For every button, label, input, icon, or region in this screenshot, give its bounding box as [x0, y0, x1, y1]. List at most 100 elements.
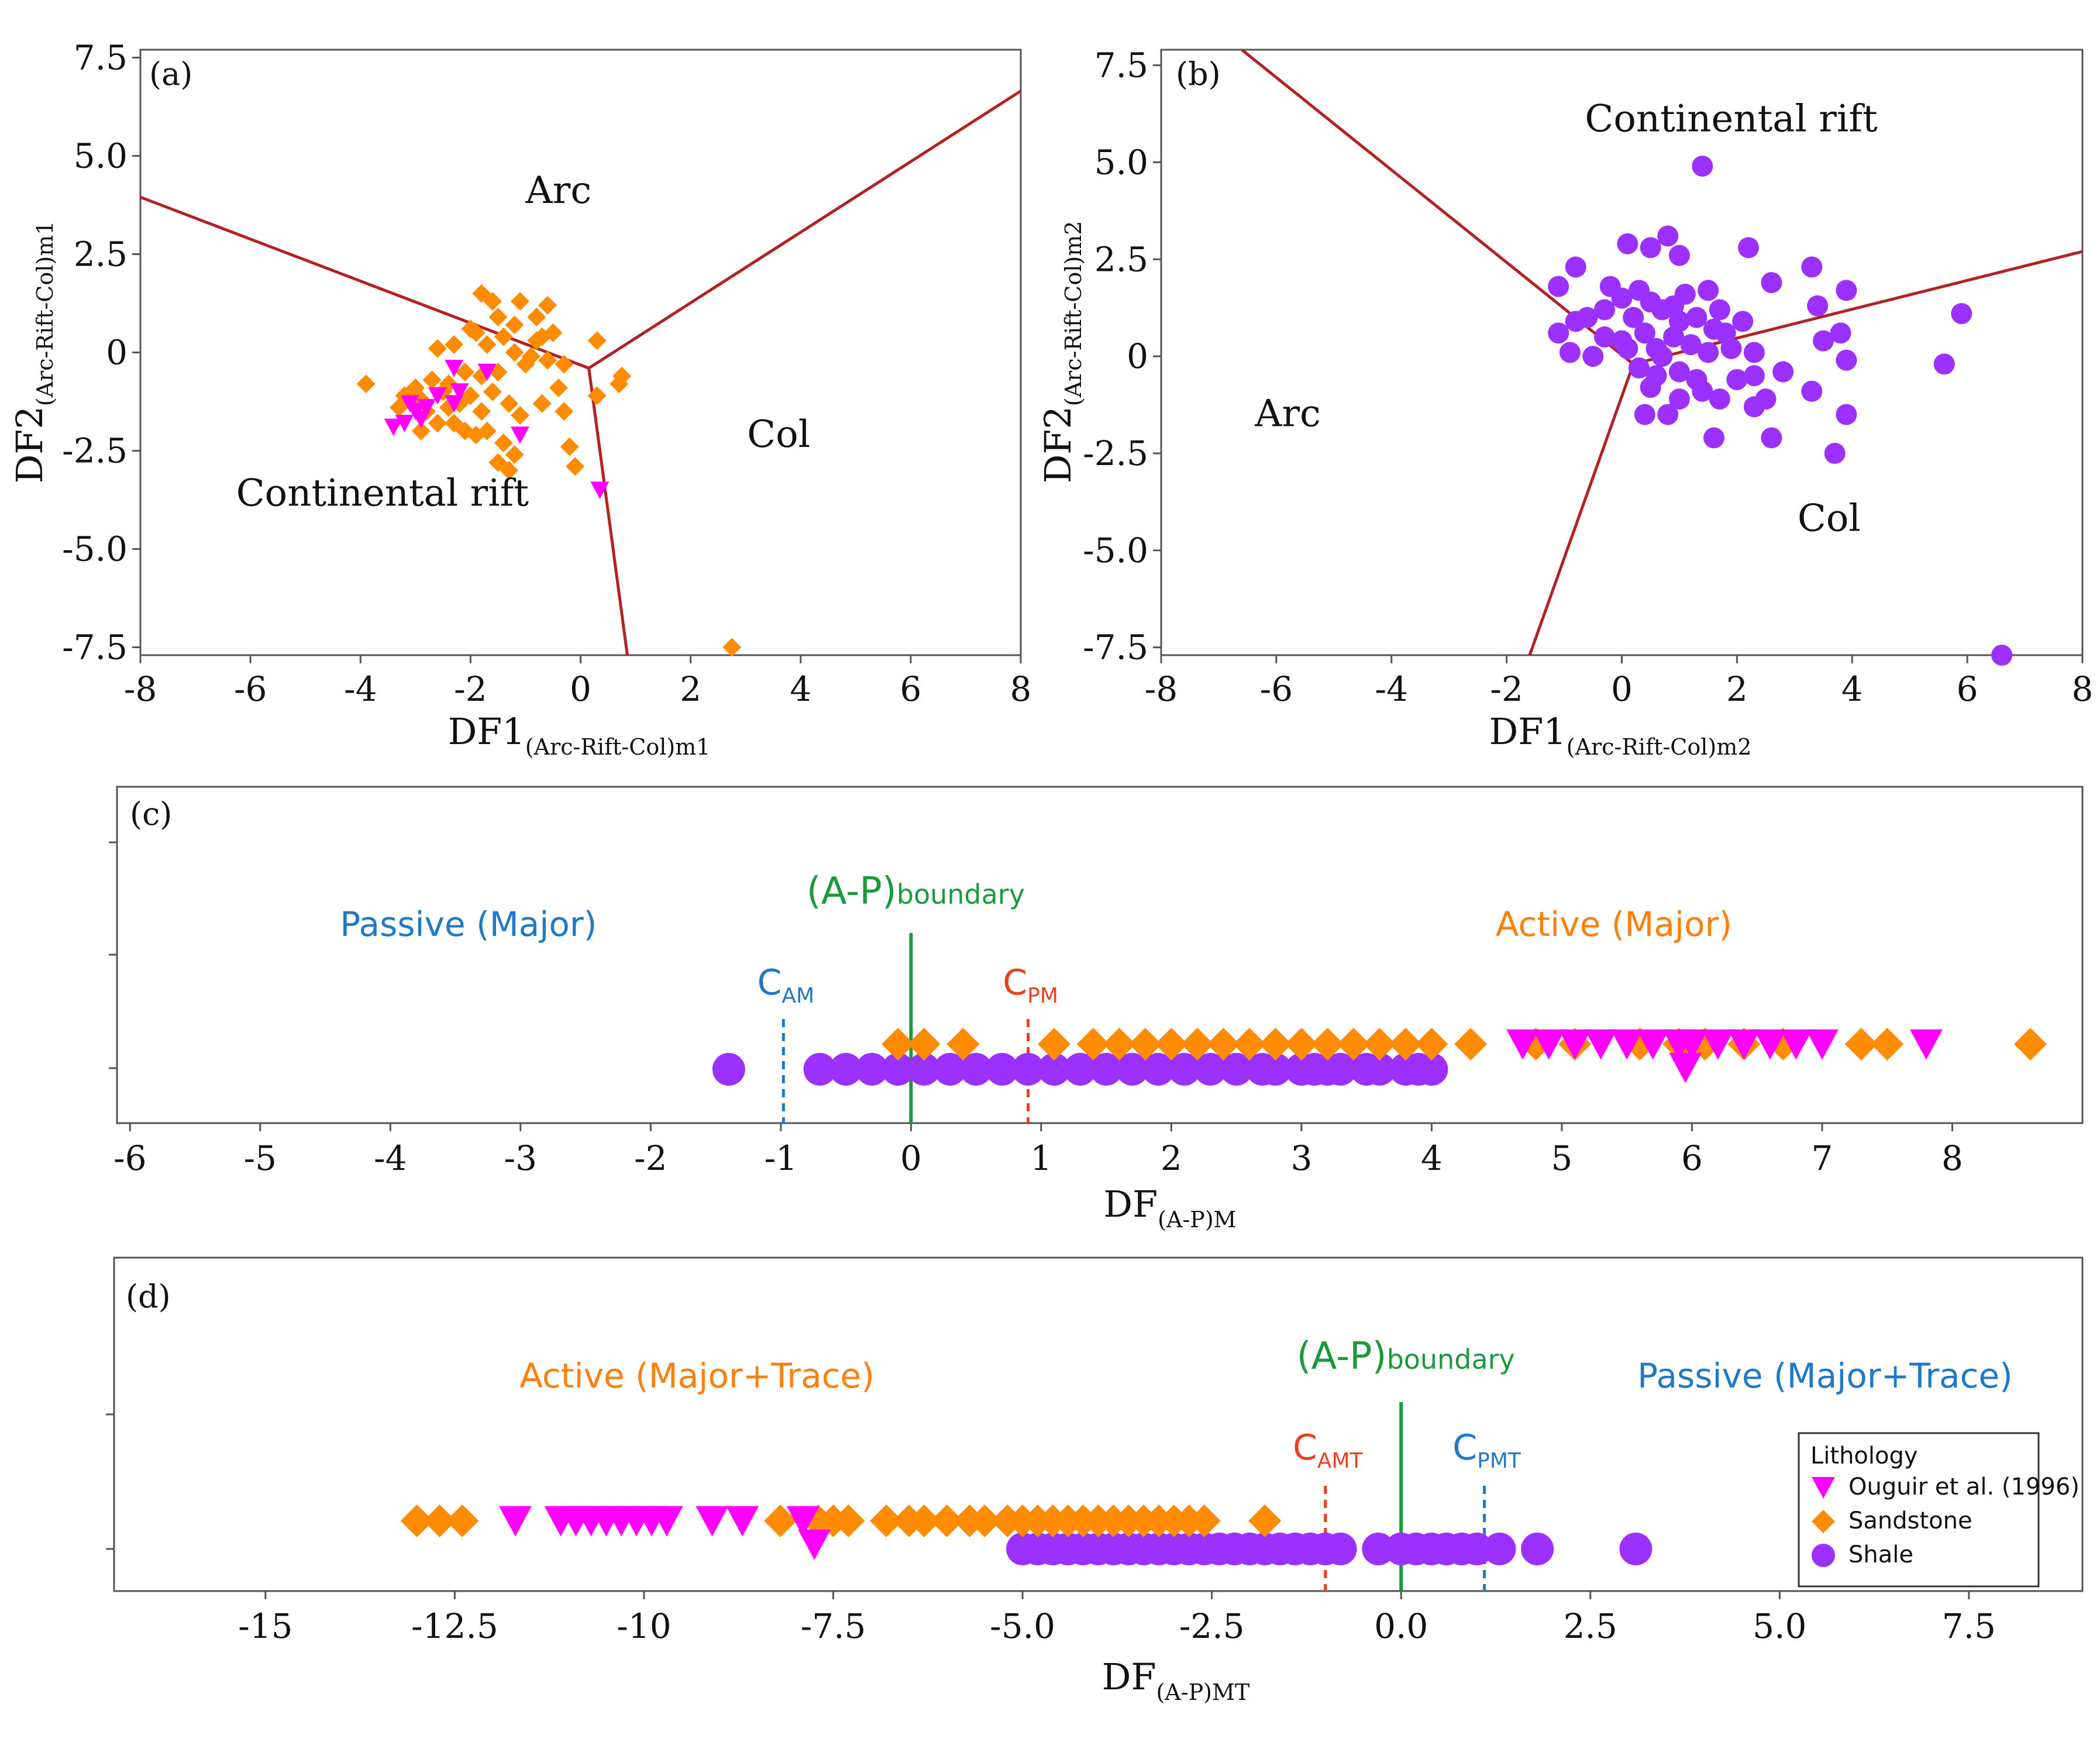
data-point — [498, 1506, 532, 1537]
data-point — [722, 638, 742, 657]
panel-d-ticks: -15 -12.5 -10 -7.5 -5.0 -2.5 0.0 2.5 5.0 7.5 — [238, 1591, 1996, 1646]
x-tick-label: 4 — [1841, 669, 1863, 709]
legend-marker — [1812, 1477, 1835, 1499]
y-tick-label: -2.5 — [1083, 433, 1148, 473]
data-point — [1738, 237, 1760, 259]
data-point — [870, 1504, 903, 1537]
x-tick-label: -4 — [374, 1138, 407, 1178]
x-tick-label: -2 — [634, 1138, 667, 1178]
cutoff-label-main: C — [1003, 962, 1027, 1003]
data-point — [1521, 1533, 1554, 1565]
data-point — [1483, 1533, 1516, 1565]
panel-a-markers — [356, 284, 742, 657]
data-point — [549, 378, 568, 397]
data-point — [511, 292, 530, 311]
data-point — [477, 421, 497, 440]
data-point — [1668, 311, 1690, 332]
data-point — [538, 350, 557, 370]
data-point — [423, 1504, 456, 1537]
data-point — [1610, 1029, 1644, 1060]
panel-d-chart: -15 -12.5 -10 -7.5 -5.0 -2.5 0.0 2.5 5.0 7.5 Acti… — [106, 1256, 2084, 1705]
data-point — [1701, 1029, 1734, 1060]
panel-b-chart: -8 -6 -4 -2 0 2 4 6 87.55.02.50-2.5-5.0-7.5 (b) … — [1037, 46, 2093, 760]
data-point — [934, 1053, 967, 1086]
y-tick-label: 0 — [1127, 336, 1148, 376]
x-tick-label: 8 — [2072, 669, 2094, 709]
data-point — [455, 363, 474, 382]
panel-c-chart: -6 -5 -4 -3 -2 -1 0 1 2 3 4 5 6 7 8 Passive (Major) Act… — [109, 786, 2084, 1232]
x-tick-label: -8 — [1145, 669, 1178, 709]
data-point — [1076, 1028, 1110, 1061]
data-point — [1623, 307, 1644, 328]
x-tick-label: -12.5 — [411, 1606, 498, 1646]
x-tick-label: -6 — [234, 669, 267, 709]
x-tick-label: -5 — [244, 1138, 277, 1178]
data-point — [532, 394, 552, 413]
zone-label: Passive (Major) — [340, 904, 597, 944]
data-point — [1692, 156, 1713, 177]
field-boundary-line — [140, 195, 590, 370]
x-tick-label: 2 — [680, 669, 701, 709]
data-point — [1415, 1053, 1448, 1086]
x-tick-label: -2.5 — [1179, 1606, 1245, 1646]
data-point — [1761, 427, 1782, 449]
data-point — [1187, 1504, 1221, 1537]
data-point — [1698, 342, 1719, 363]
cutoff-label-main: C — [757, 962, 782, 1003]
data-point — [1090, 1053, 1123, 1086]
region-label: Continental rift — [236, 472, 529, 515]
data-point — [477, 335, 497, 354]
data-point — [1743, 365, 1765, 387]
legend-items: Ouguir et al. (1996) Sandstone Shale — [1812, 1473, 2080, 1568]
legend-marker — [1812, 1510, 1835, 1533]
panel-a-region-labels: Arc Col Continental rift — [236, 169, 810, 515]
data-point — [907, 1028, 941, 1061]
data-point — [516, 354, 535, 374]
data-point — [1761, 272, 1782, 294]
data-point — [1584, 1029, 1617, 1060]
data-point — [1836, 349, 1857, 371]
data-point — [1207, 1028, 1240, 1061]
panel-a-ticks: -8 -6 -4 -2 0 2 4 6 8 7.5 5.0 2.5 0 -2.5 -5.0 -7.5 — [62, 37, 1031, 709]
data-point — [1617, 233, 1638, 254]
data-point — [1565, 311, 1586, 332]
data-point — [445, 335, 464, 354]
data-point — [1991, 645, 2013, 666]
x-tick-label: -1 — [765, 1138, 798, 1178]
data-point — [1830, 322, 1851, 344]
data-point — [1619, 1533, 1653, 1565]
data-point — [422, 370, 442, 390]
x-tick-label: 2 — [1726, 669, 1748, 709]
data-point — [445, 414, 464, 433]
panel-b-markers — [1548, 156, 2013, 666]
data-point — [1909, 1029, 1943, 1060]
data-point — [1807, 295, 1829, 316]
x-tick-label: 6 — [900, 669, 921, 709]
legend-label: Shale — [1848, 1541, 1913, 1568]
data-point — [1753, 1029, 1786, 1060]
x-tick-label: -6 — [113, 1138, 147, 1178]
panel-c-ticks: -6 -5 -4 -3 -2 -1 0 1 2 3 4 5 6 7 8 — [113, 1123, 1963, 1178]
x-tick-label: 5 — [1551, 1138, 1572, 1178]
data-point — [477, 363, 497, 381]
data-point — [763, 1504, 797, 1537]
ap-boundary-label: (A-P)boundary — [1297, 1335, 1515, 1378]
cutoff-label: CAMT — [1293, 1427, 1364, 1473]
data-point — [855, 1053, 889, 1086]
data-point — [1657, 404, 1679, 425]
data-point — [1686, 369, 1707, 390]
data-point — [882, 1053, 915, 1086]
data-point — [1617, 338, 1638, 359]
data-point — [1698, 280, 1719, 301]
data-point — [560, 437, 579, 456]
data-point — [1634, 404, 1655, 425]
data-point — [527, 331, 546, 350]
data-point — [1324, 1053, 1357, 1086]
x-tick-label: 4 — [1421, 1138, 1443, 1178]
x-tick-label: -4 — [1375, 669, 1409, 709]
x-tick-label: 0 — [570, 669, 591, 709]
y-tick-label: -5.0 — [62, 529, 128, 569]
data-point — [1582, 346, 1604, 367]
x-tick-label: 2.5 — [1564, 1606, 1617, 1646]
data-point — [986, 1053, 1019, 1086]
